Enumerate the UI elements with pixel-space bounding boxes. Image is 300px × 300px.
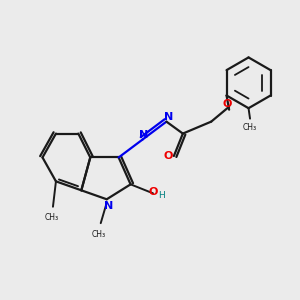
Text: N: N — [164, 112, 173, 122]
Text: CH₃: CH₃ — [243, 123, 257, 132]
Text: O: O — [163, 151, 172, 161]
Text: N: N — [140, 130, 149, 140]
Text: N: N — [103, 201, 113, 211]
Text: H: H — [158, 191, 165, 200]
Text: O: O — [148, 187, 158, 197]
Text: CH₃: CH₃ — [91, 230, 105, 239]
Text: O: O — [223, 99, 232, 109]
Text: CH₃: CH₃ — [44, 213, 58, 222]
